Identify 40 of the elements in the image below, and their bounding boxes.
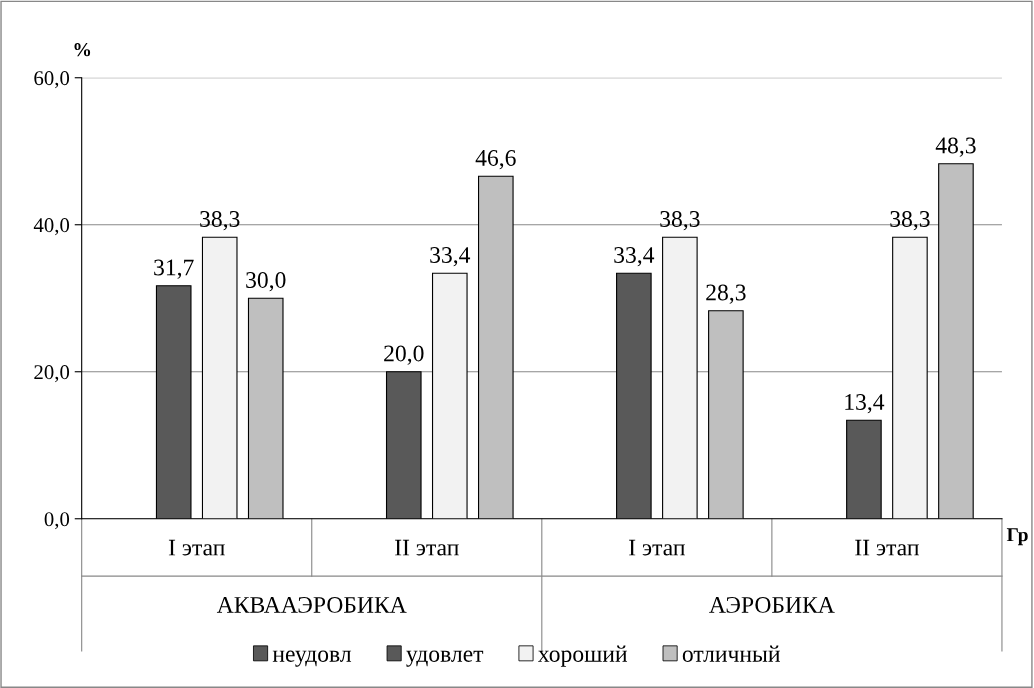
bar — [477, 175, 514, 519]
bar — [247, 297, 284, 519]
x-tick-label: I этап — [168, 539, 225, 556]
bar — [708, 310, 744, 519]
text: АКВААЭРОБИКА — [216, 597, 407, 613]
data-label: 33,4 — [430, 247, 471, 267]
data-label: 28,3 — [706, 284, 746, 304]
legend-label: отличный — [682, 645, 780, 662]
bar — [938, 163, 974, 519]
data-label: 13,4 — [845, 394, 885, 414]
data-label: 38,3 — [890, 210, 930, 231]
data-label: 31,7 — [154, 259, 194, 279]
bar — [846, 419, 882, 519]
y-tick-label: 20,0 — [34, 365, 70, 383]
text: АЭРОБИКА — [709, 597, 835, 613]
data-label: 33,4 — [614, 247, 655, 267]
y-tick-label: 40,0 — [33, 218, 70, 236]
x-tick-label: II этап — [855, 539, 919, 556]
data-label: 38,3 — [660, 210, 700, 231]
data-label: 30,0 — [246, 271, 286, 292]
data-label: 38,3 — [200, 210, 240, 231]
bar — [892, 236, 928, 519]
y-tick-label: 60,0 — [34, 71, 70, 89]
y-axis-title: % — [74, 43, 91, 57]
x-axis-title: Гр — [1006, 528, 1028, 546]
legend-label: хороший — [538, 645, 628, 667]
bar — [155, 285, 192, 519]
x-tick-label: I этап — [629, 539, 685, 556]
bar — [616, 272, 652, 519]
bar — [201, 236, 238, 519]
bar — [431, 272, 468, 519]
legend-label: неудовл — [272, 650, 352, 667]
x-tick-label: II этап — [395, 539, 459, 556]
y-tick-label: 0,0 — [44, 512, 70, 530]
data-label: 48,3 — [935, 137, 976, 157]
data-label: 20,0 — [384, 345, 424, 365]
data-label: 46,6 — [475, 150, 516, 170]
bar — [662, 236, 698, 519]
bar — [385, 371, 422, 519]
legend-label: удовлет — [406, 650, 484, 667]
